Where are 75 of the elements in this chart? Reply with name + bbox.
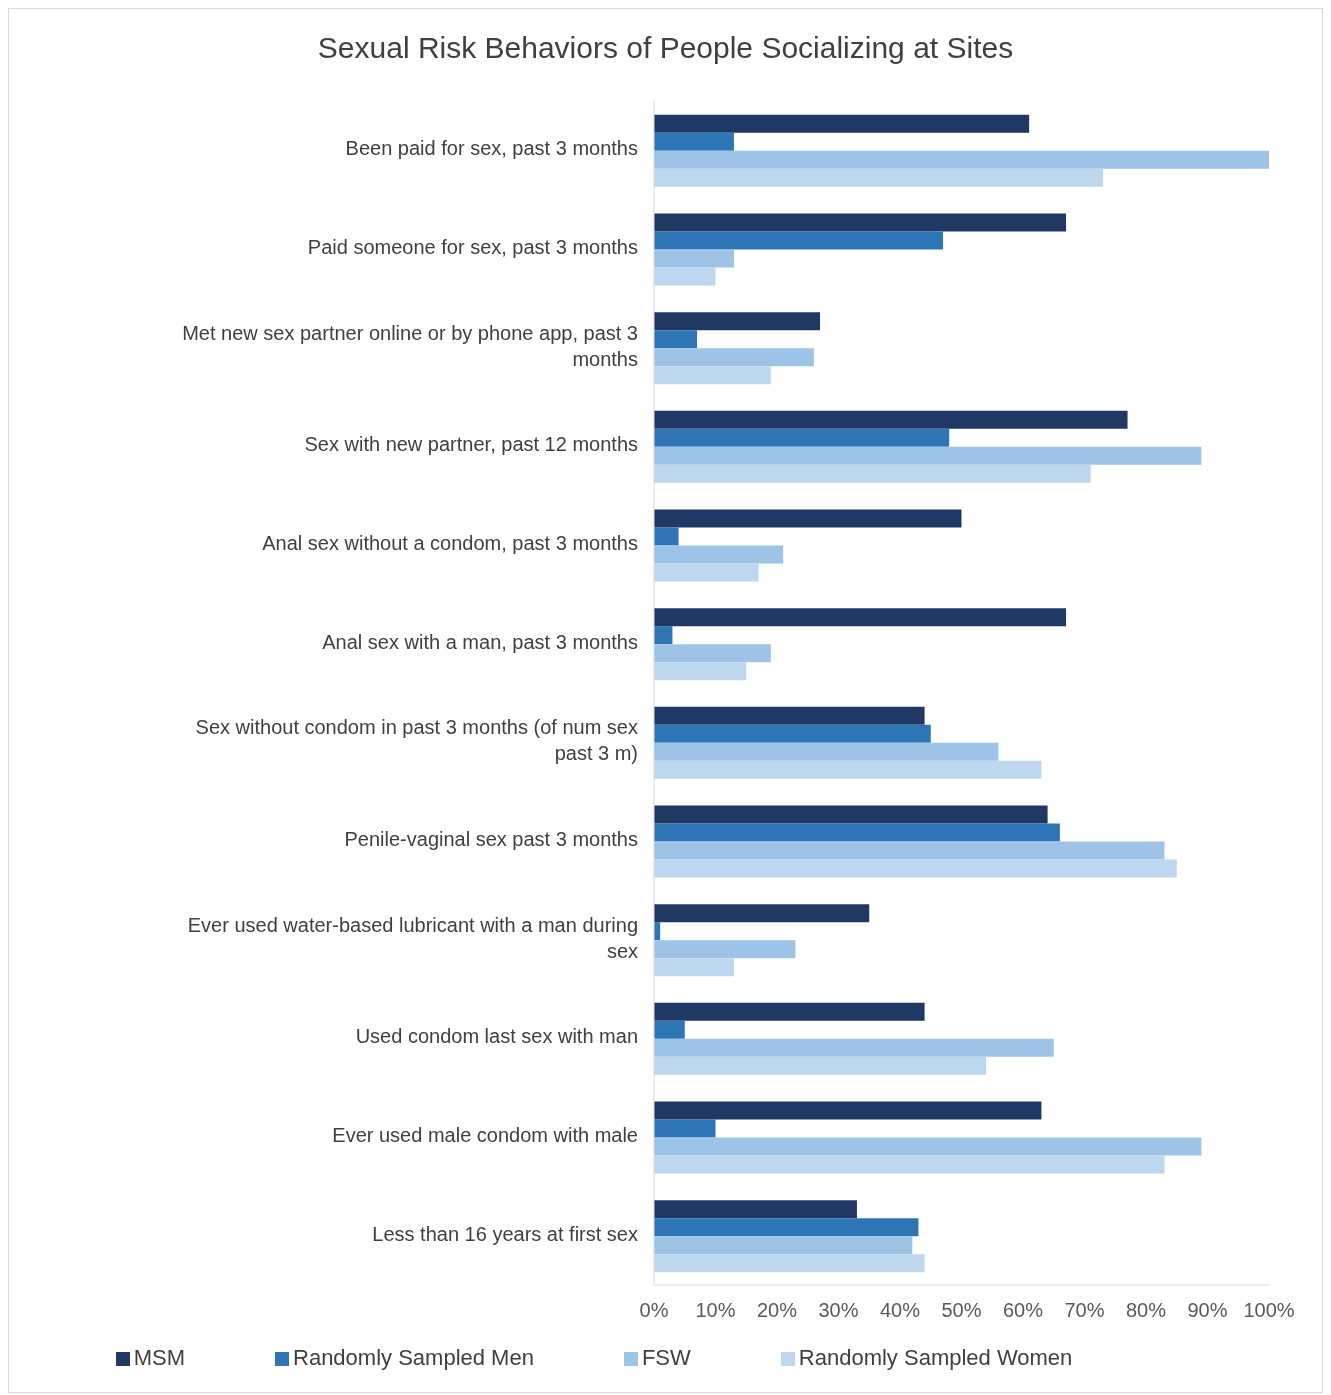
x-tick-label: 40% (879, 1299, 921, 1322)
x-tick-label: 100% (1243, 1299, 1295, 1322)
bar (654, 132, 734, 151)
x-tick-label: 50% (941, 1299, 982, 1322)
bar (654, 724, 931, 743)
x-tick-label: 60% (1002, 1299, 1044, 1322)
bar (654, 348, 814, 367)
chart-title: Sexual Risk Behaviors of People Socializing at Sites (316, 30, 1015, 66)
bar (654, 1056, 987, 1075)
x-tick-label: 90% (1187, 1299, 1228, 1322)
bar (654, 249, 734, 268)
bar (654, 904, 870, 923)
bar (654, 150, 1269, 169)
y-tick-label: Ever used male condom with male (332, 1124, 638, 1147)
x-tick-label: 0% (639, 1299, 669, 1322)
y-tick-label: Anal sex without a condom, past 3 months (262, 532, 638, 555)
bar (654, 805, 1048, 824)
x-tick-label: 30% (818, 1299, 859, 1322)
bar (654, 1038, 1054, 1057)
legend-label: MSM (133, 1345, 186, 1370)
bar (654, 312, 821, 331)
bar (654, 1002, 925, 1021)
x-tick-label: 80% (1125, 1299, 1167, 1322)
bar (654, 760, 1042, 779)
bar (654, 1101, 1042, 1120)
bar (654, 1137, 1202, 1156)
bar (654, 231, 944, 250)
bar (654, 1254, 925, 1273)
y-tick-label: Penile-vaginal sex past 3 months (344, 828, 638, 851)
x-tick-label: 10% (695, 1299, 736, 1322)
y-tick-label: Met new sex partner online or by phone app, past 3 months (182, 321, 638, 370)
y-tick-label: Less than 16 years at first sex (372, 1222, 638, 1245)
bar (654, 1155, 1165, 1174)
x-tick-label: 70% (1064, 1299, 1105, 1322)
y-tick-label: Sex without condom in past 3 months (of num sex past 3 m) (195, 716, 638, 765)
bar (654, 446, 1202, 465)
y-tick-label: Paid someone for sex, past 3 months (307, 236, 638, 259)
legend-label: Randomly Sampled Women (798, 1345, 1073, 1370)
y-tick-label: Used condom last sex with man (355, 1025, 638, 1048)
bar (654, 859, 1177, 878)
bar (654, 1236, 913, 1255)
bar (654, 1200, 857, 1219)
bar (654, 608, 1067, 627)
bar (654, 1119, 716, 1138)
bar (654, 841, 1165, 860)
legend-label: FSW (641, 1345, 691, 1370)
bar (654, 267, 716, 286)
bar (654, 1020, 685, 1039)
y-tick-label: Sex with new partner, past 12 months (304, 433, 638, 456)
bar (654, 662, 747, 681)
x-tick-label: 20% (756, 1299, 798, 1322)
y-tick-label: Ever used water-based lubricant with a man during sex (187, 913, 638, 962)
bar (654, 509, 962, 528)
y-tick-label: Anal sex with a man, past 3 months (322, 630, 638, 653)
bar (654, 626, 673, 645)
y-tick-label: Been paid for sex, past 3 months (345, 137, 638, 160)
bar (654, 545, 784, 564)
legend-label: Randomly Sampled Men (293, 1345, 534, 1370)
bar (654, 940, 796, 959)
bar (654, 527, 679, 546)
bar (654, 563, 759, 582)
bar (654, 410, 1128, 429)
bar (654, 366, 771, 385)
bar (654, 464, 1091, 483)
bar (654, 706, 925, 725)
bar (654, 168, 1103, 187)
bar (654, 742, 999, 761)
bar (654, 213, 1067, 232)
bar (654, 330, 698, 349)
bar (654, 114, 1030, 133)
bar (654, 1218, 919, 1237)
bar (654, 823, 1060, 842)
bar (654, 958, 734, 977)
bar (654, 428, 950, 447)
bar (654, 644, 771, 663)
